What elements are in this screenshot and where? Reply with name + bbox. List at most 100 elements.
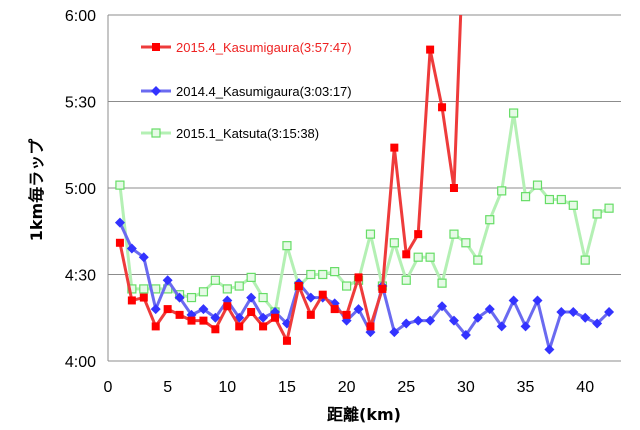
data-point xyxy=(175,310,184,319)
data-point xyxy=(448,315,459,326)
data-point xyxy=(210,312,221,323)
legend-entry-0: 2015.4_Kasumigaura(3:57:47) xyxy=(141,40,352,55)
data-point xyxy=(426,45,435,54)
data-point xyxy=(484,304,495,315)
data-point xyxy=(592,209,602,219)
y-tick-label: 4:00 xyxy=(65,354,96,371)
data-point xyxy=(150,304,161,315)
data-point xyxy=(520,192,531,202)
data-point xyxy=(210,275,220,285)
data-point xyxy=(223,302,232,311)
data-point xyxy=(461,238,471,248)
series-1 xyxy=(114,217,615,355)
x-tick-label: 20 xyxy=(338,379,356,396)
series-line xyxy=(118,111,610,314)
data-point xyxy=(509,108,519,118)
data-point xyxy=(306,310,315,319)
data-point xyxy=(437,301,448,312)
data-point xyxy=(580,255,590,265)
x-tick-label: 10 xyxy=(218,379,236,396)
legend-label: 2015.1_Katsuta(3:15:38) xyxy=(176,126,319,141)
x-tick-label: 5 xyxy=(163,379,172,396)
data-point xyxy=(449,229,459,239)
data-point xyxy=(366,322,375,331)
data-point xyxy=(568,200,578,210)
x-axis-tick-labels: 0 5 10 15 20 25 30 35 40 xyxy=(104,379,595,396)
data-point xyxy=(318,290,327,299)
data-point xyxy=(247,307,256,316)
data-point xyxy=(294,282,303,291)
data-point xyxy=(234,281,244,291)
data-point xyxy=(532,180,543,190)
data-point xyxy=(390,143,399,152)
data-point xyxy=(413,315,424,326)
y-axis-tick-labels: 4:00 4:30 5:00 5:30 6:00 xyxy=(65,8,96,371)
data-point xyxy=(282,241,292,251)
data-point xyxy=(460,330,471,341)
y-axis-title: 1km毎ラップ xyxy=(27,138,46,241)
data-point xyxy=(127,284,137,294)
data-point xyxy=(258,292,268,303)
data-point xyxy=(199,316,208,325)
y-tick-label: 4:30 xyxy=(65,268,96,285)
data-point xyxy=(354,273,363,282)
legend-marker xyxy=(152,43,160,51)
legend-marker xyxy=(151,86,161,96)
data-point xyxy=(402,250,411,259)
data-point xyxy=(115,238,124,247)
data-point xyxy=(235,322,244,331)
x-tick-label: 40 xyxy=(576,379,594,396)
y-tick-label: 5:00 xyxy=(65,181,96,198)
data-point xyxy=(138,252,149,263)
data-point xyxy=(198,287,209,297)
data-point xyxy=(568,306,579,317)
data-point xyxy=(556,306,567,317)
y-tick-label: 5:30 xyxy=(65,95,96,112)
data-point xyxy=(556,194,566,205)
data-point xyxy=(389,327,400,338)
data-point xyxy=(115,180,125,190)
data-point xyxy=(437,278,447,288)
data-point xyxy=(211,325,220,334)
data-point xyxy=(271,313,280,322)
data-point xyxy=(532,295,543,306)
series-line xyxy=(118,221,611,351)
data-point xyxy=(485,215,495,225)
data-point xyxy=(378,284,387,293)
data-point xyxy=(414,230,423,239)
legend-label: 2014.4_Kasumigaura(3:03:17) xyxy=(176,84,352,99)
data-point xyxy=(438,103,447,112)
data-point xyxy=(580,312,591,323)
data-point xyxy=(592,318,603,329)
data-point xyxy=(127,296,136,305)
x-tick-label: 15 xyxy=(278,379,296,396)
x-tick-label: 0 xyxy=(104,379,113,396)
data-point xyxy=(318,269,328,280)
data-point xyxy=(330,305,339,314)
legend-label: 2015.4_Kasumigaura(3:57:47) xyxy=(176,40,352,55)
data-point xyxy=(198,304,209,315)
data-point xyxy=(508,295,519,306)
data-point xyxy=(186,292,197,303)
data-point xyxy=(162,275,173,286)
x-tick-label: 35 xyxy=(517,379,535,396)
data-point xyxy=(282,336,291,345)
data-point xyxy=(401,275,411,285)
data-point xyxy=(353,304,364,315)
data-point xyxy=(187,316,196,325)
data-point xyxy=(472,312,483,323)
data-point xyxy=(544,344,555,355)
data-point xyxy=(496,321,507,332)
data-point xyxy=(497,186,507,196)
data-point xyxy=(425,315,436,326)
data-point xyxy=(330,267,340,277)
data-point xyxy=(544,194,555,205)
data-point xyxy=(139,284,149,294)
series-layer xyxy=(114,15,615,355)
legend-marker xyxy=(151,128,161,138)
data-point xyxy=(604,306,615,317)
legend-entry-2: 2015.1_Katsuta(3:15:38) xyxy=(141,126,319,141)
data-point xyxy=(151,322,160,331)
data-point xyxy=(413,252,423,262)
